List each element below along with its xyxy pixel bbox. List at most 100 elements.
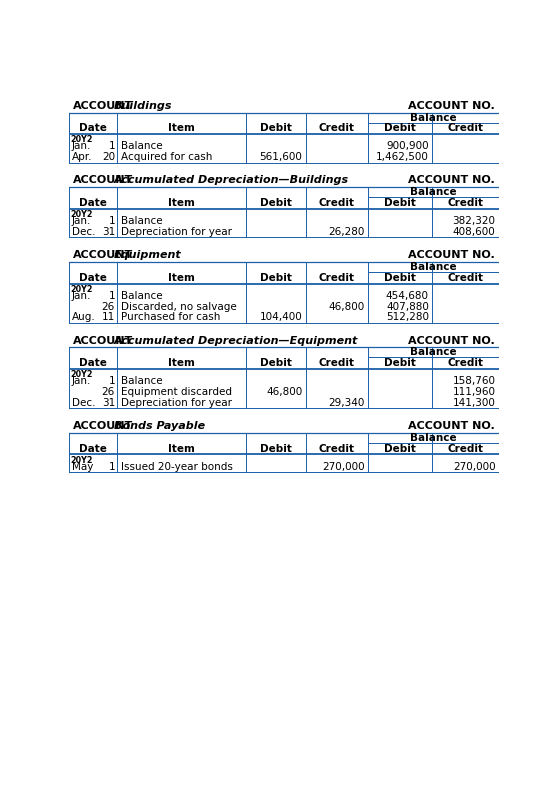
- Text: Balance: Balance: [410, 187, 456, 198]
- Text: 1: 1: [109, 461, 115, 472]
- Text: 20Y2: 20Y2: [71, 285, 93, 293]
- Text: Depreciation for year: Depreciation for year: [121, 227, 232, 237]
- Text: Dec.: Dec.: [71, 398, 95, 408]
- Text: ACCOUNT: ACCOUNT: [73, 100, 134, 111]
- Text: Item: Item: [168, 358, 195, 368]
- Text: 382,320: 382,320: [453, 216, 495, 226]
- Text: Debit: Debit: [260, 273, 292, 283]
- Text: Debit: Debit: [384, 444, 416, 453]
- Text: Jan.: Jan.: [71, 376, 91, 387]
- Text: Issued 20-year bonds: Issued 20-year bonds: [121, 461, 233, 472]
- Text: Item: Item: [168, 273, 195, 283]
- Text: Discarded, no salvage: Discarded, no salvage: [121, 301, 237, 312]
- Text: Date: Date: [79, 273, 107, 283]
- Text: 111,960: 111,960: [453, 387, 495, 397]
- Text: 20: 20: [102, 152, 115, 163]
- Text: 11: 11: [102, 312, 115, 323]
- Text: Credit: Credit: [447, 124, 483, 133]
- Text: Jan.: Jan.: [71, 141, 91, 151]
- Text: 31: 31: [102, 398, 115, 408]
- Text: Balance: Balance: [121, 141, 163, 151]
- Text: 104,400: 104,400: [260, 312, 302, 323]
- Text: 20Y2: 20Y2: [71, 135, 93, 144]
- Text: Debit: Debit: [260, 358, 292, 368]
- Text: Debit: Debit: [260, 198, 292, 208]
- Text: Item: Item: [168, 198, 195, 208]
- Text: 29,340: 29,340: [328, 398, 365, 408]
- Text: Credit: Credit: [447, 273, 483, 283]
- Text: ACCOUNT NO.: ACCOUNT NO.: [408, 250, 495, 260]
- Text: Bonds Payable: Bonds Payable: [114, 421, 206, 431]
- Text: ACCOUNT: ACCOUNT: [73, 175, 134, 186]
- Text: Debit: Debit: [384, 198, 416, 208]
- Text: Buildings: Buildings: [114, 100, 173, 111]
- Text: Date: Date: [79, 124, 107, 133]
- Text: Debit: Debit: [384, 273, 416, 283]
- Text: ACCOUNT: ACCOUNT: [73, 421, 134, 431]
- Text: 20Y2: 20Y2: [71, 370, 93, 379]
- Text: 270,000: 270,000: [453, 461, 495, 472]
- Text: Debit: Debit: [384, 124, 416, 133]
- Text: Debit: Debit: [260, 444, 292, 453]
- Text: 561,600: 561,600: [260, 152, 302, 163]
- Text: Balance: Balance: [121, 216, 163, 226]
- Text: Credit: Credit: [319, 198, 355, 208]
- Text: Credit: Credit: [319, 444, 355, 453]
- Text: Depreciation for year: Depreciation for year: [121, 398, 232, 408]
- Text: Credit: Credit: [447, 444, 483, 453]
- Text: Credit: Credit: [319, 358, 355, 368]
- Text: Credit: Credit: [447, 358, 483, 368]
- Text: 26: 26: [102, 301, 115, 312]
- Text: Accumulated Depreciation—Equipment: Accumulated Depreciation—Equipment: [114, 336, 358, 346]
- Text: ACCOUNT NO.: ACCOUNT NO.: [408, 175, 495, 186]
- Text: 46,800: 46,800: [329, 301, 365, 312]
- Text: Item: Item: [168, 444, 195, 453]
- Text: 454,680: 454,680: [386, 291, 429, 300]
- Text: 1: 1: [109, 291, 115, 300]
- Text: Date: Date: [79, 444, 107, 453]
- Text: Debit: Debit: [384, 358, 416, 368]
- Text: Apr.: Apr.: [71, 152, 92, 163]
- Text: 1: 1: [109, 141, 115, 151]
- Text: Date: Date: [79, 358, 107, 368]
- Text: 20Y2: 20Y2: [71, 456, 93, 465]
- Text: 26,280: 26,280: [328, 227, 365, 237]
- Text: Dec.: Dec.: [71, 227, 95, 237]
- Text: 1,462,500: 1,462,500: [376, 152, 429, 163]
- Text: 31: 31: [102, 227, 115, 237]
- Text: Date: Date: [79, 198, 107, 208]
- Text: Balance: Balance: [121, 376, 163, 387]
- Text: 1: 1: [109, 376, 115, 387]
- Text: Credit: Credit: [447, 198, 483, 208]
- Text: 46,800: 46,800: [266, 387, 302, 397]
- Text: 270,000: 270,000: [322, 461, 365, 472]
- Text: Debit: Debit: [260, 124, 292, 133]
- Text: 158,760: 158,760: [453, 376, 495, 387]
- Text: Equipment discarded: Equipment discarded: [121, 387, 232, 397]
- Text: ACCOUNT NO.: ACCOUNT NO.: [408, 421, 495, 431]
- Text: Credit: Credit: [319, 124, 355, 133]
- Text: ACCOUNT NO.: ACCOUNT NO.: [408, 100, 495, 111]
- Text: Equipment: Equipment: [114, 250, 182, 260]
- Text: Jan.: Jan.: [71, 291, 91, 300]
- Text: Balance: Balance: [410, 262, 456, 272]
- Text: 408,600: 408,600: [453, 227, 495, 237]
- Text: Balance: Balance: [410, 112, 456, 123]
- Text: 1: 1: [109, 216, 115, 226]
- Text: 407,880: 407,880: [386, 301, 429, 312]
- Text: Accumulated Depreciation—Buildings: Accumulated Depreciation—Buildings: [114, 175, 350, 186]
- Text: ACCOUNT: ACCOUNT: [73, 336, 134, 346]
- Text: ACCOUNT NO.: ACCOUNT NO.: [408, 336, 495, 346]
- Text: Balance: Balance: [121, 291, 163, 300]
- Text: Credit: Credit: [319, 273, 355, 283]
- Text: 20Y2: 20Y2: [71, 210, 93, 219]
- Text: Aug.: Aug.: [71, 312, 95, 323]
- Text: 512,280: 512,280: [386, 312, 429, 323]
- Text: 26: 26: [102, 387, 115, 397]
- Text: Item: Item: [168, 124, 195, 133]
- Text: 900,900: 900,900: [386, 141, 429, 151]
- Text: Acquired for cash: Acquired for cash: [121, 152, 213, 163]
- Text: Balance: Balance: [410, 433, 456, 443]
- Text: ACCOUNT: ACCOUNT: [73, 250, 134, 260]
- Text: Balance: Balance: [410, 347, 456, 357]
